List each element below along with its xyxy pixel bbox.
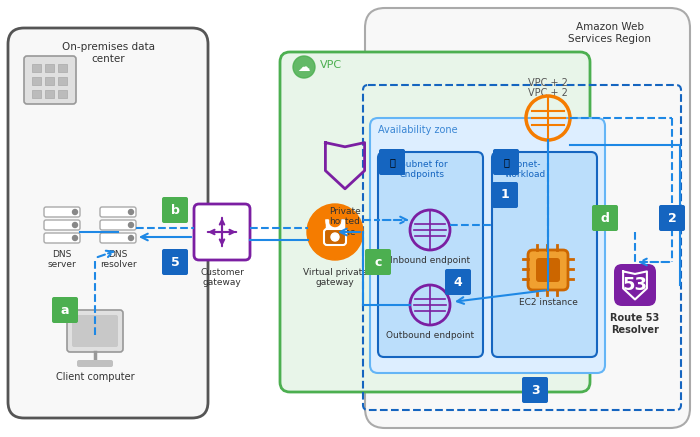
FancyBboxPatch shape: [324, 229, 346, 245]
FancyBboxPatch shape: [24, 56, 76, 104]
FancyBboxPatch shape: [44, 233, 80, 243]
FancyBboxPatch shape: [492, 152, 597, 357]
Text: 🔒: 🔒: [389, 157, 395, 167]
Text: Route 53
Resolver: Route 53 Resolver: [610, 313, 659, 335]
FancyBboxPatch shape: [378, 152, 483, 357]
FancyBboxPatch shape: [45, 64, 54, 72]
Text: DNS
resolver: DNS resolver: [99, 250, 136, 269]
Circle shape: [73, 236, 78, 240]
Circle shape: [129, 209, 134, 215]
FancyBboxPatch shape: [445, 269, 471, 295]
FancyBboxPatch shape: [614, 264, 656, 306]
FancyBboxPatch shape: [45, 77, 54, 85]
FancyBboxPatch shape: [528, 250, 568, 290]
FancyBboxPatch shape: [659, 205, 685, 231]
Circle shape: [129, 236, 134, 240]
FancyBboxPatch shape: [58, 77, 67, 85]
Text: 4: 4: [454, 275, 463, 288]
Text: VPC + 2: VPC + 2: [528, 88, 568, 98]
Text: 2: 2: [668, 212, 676, 225]
FancyBboxPatch shape: [67, 310, 123, 352]
Circle shape: [307, 204, 363, 260]
FancyBboxPatch shape: [280, 52, 590, 392]
Text: EC2 instance: EC2 instance: [519, 298, 578, 307]
Text: c: c: [374, 256, 382, 268]
FancyBboxPatch shape: [162, 249, 188, 275]
FancyBboxPatch shape: [52, 297, 78, 323]
FancyBboxPatch shape: [44, 207, 80, 217]
FancyBboxPatch shape: [44, 220, 80, 230]
Circle shape: [73, 222, 78, 228]
FancyBboxPatch shape: [32, 90, 41, 98]
Text: 🔒: 🔒: [503, 157, 509, 167]
Text: 1: 1: [500, 188, 510, 201]
FancyBboxPatch shape: [100, 220, 136, 230]
Text: Virtual private
gateway: Virtual private gateway: [302, 268, 368, 288]
Circle shape: [129, 222, 134, 228]
Text: DNS
server: DNS server: [48, 250, 76, 269]
Text: Client computer: Client computer: [56, 372, 134, 382]
Text: Customer
gateway: Customer gateway: [200, 268, 244, 288]
Text: VPC: VPC: [320, 60, 342, 70]
Text: Availability zone: Availability zone: [378, 125, 458, 135]
FancyBboxPatch shape: [379, 149, 405, 175]
FancyBboxPatch shape: [32, 64, 41, 72]
Text: 53: 53: [622, 276, 648, 294]
Text: Private
hosted
zone: Private hosted zone: [329, 207, 361, 237]
FancyBboxPatch shape: [536, 258, 560, 282]
Text: d: d: [601, 212, 610, 225]
Text: 3: 3: [531, 384, 539, 396]
Text: b: b: [171, 204, 179, 216]
FancyBboxPatch shape: [100, 233, 136, 243]
Text: Amazon Web
Services Region: Amazon Web Services Region: [568, 22, 652, 44]
Text: VPC + 2: VPC + 2: [528, 78, 568, 88]
FancyBboxPatch shape: [77, 360, 113, 367]
Circle shape: [73, 209, 78, 215]
Text: Subnet-
workload: Subnet- workload: [505, 160, 546, 180]
Text: Inbound endpoint: Inbound endpoint: [390, 256, 470, 265]
FancyBboxPatch shape: [58, 64, 67, 72]
FancyBboxPatch shape: [194, 204, 250, 260]
FancyBboxPatch shape: [45, 90, 54, 98]
FancyBboxPatch shape: [370, 118, 605, 373]
FancyBboxPatch shape: [522, 377, 548, 403]
FancyBboxPatch shape: [493, 149, 519, 175]
Text: ☁: ☁: [298, 60, 310, 73]
FancyBboxPatch shape: [365, 8, 690, 428]
FancyBboxPatch shape: [492, 182, 518, 208]
FancyBboxPatch shape: [162, 197, 188, 223]
Text: On-premises data
center: On-premises data center: [62, 42, 155, 64]
FancyBboxPatch shape: [365, 249, 391, 275]
Text: a: a: [61, 304, 69, 316]
FancyBboxPatch shape: [8, 28, 208, 418]
Text: Outbound endpoint: Outbound endpoint: [386, 331, 474, 340]
FancyBboxPatch shape: [592, 205, 618, 231]
Text: Subnet for
endpoints: Subnet for endpoints: [400, 160, 447, 180]
Text: 5: 5: [171, 256, 179, 268]
FancyBboxPatch shape: [32, 77, 41, 85]
FancyBboxPatch shape: [100, 207, 136, 217]
Circle shape: [293, 56, 315, 78]
Circle shape: [331, 233, 339, 241]
FancyBboxPatch shape: [72, 315, 118, 347]
FancyBboxPatch shape: [58, 90, 67, 98]
